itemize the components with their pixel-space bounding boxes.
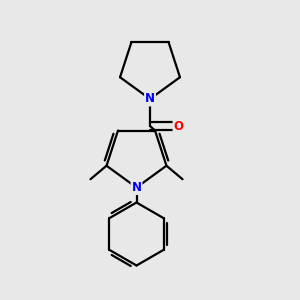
Text: N: N (131, 181, 142, 194)
Text: N: N (145, 92, 155, 106)
Text: O: O (173, 119, 184, 133)
